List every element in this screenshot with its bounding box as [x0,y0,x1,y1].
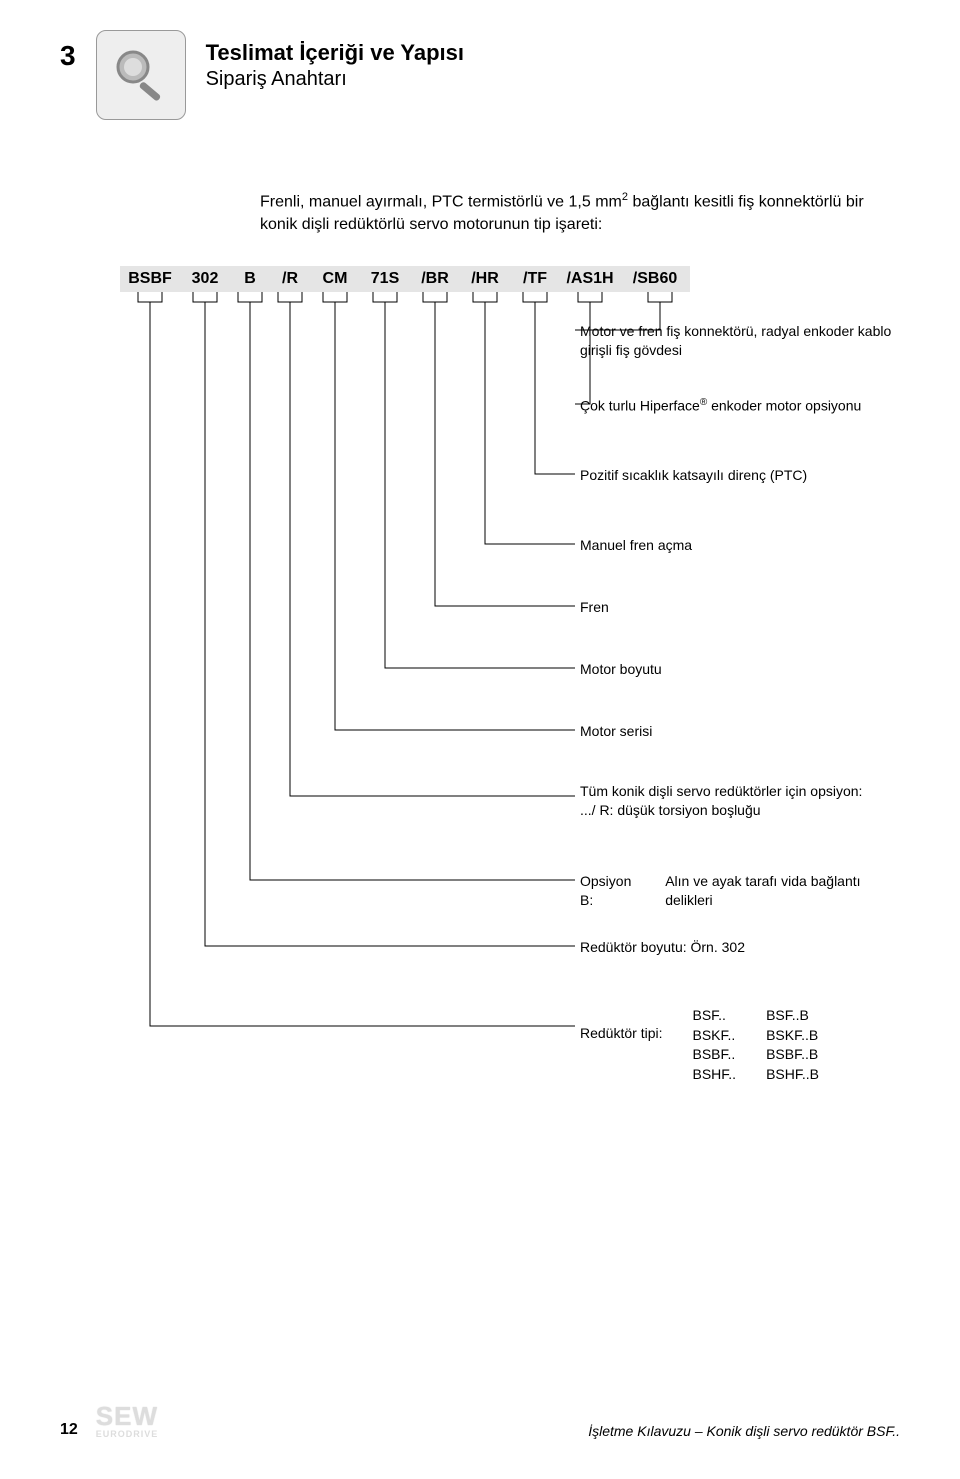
code-b: B [230,266,270,292]
label-r-line2: .../ R: düşük torsiyon boşluğu [580,802,761,818]
page-header: 3 Teslimat İçeriği ve Yapısı Sipariş Ana… [60,40,900,120]
label-b-desc: Alın ve ayak tarafı vida bağlantı delikl… [665,872,900,910]
label-tf: Pozitif sıcaklık katsayılı direnç (PTC) [580,466,807,485]
page-number: 12 [60,1421,78,1439]
label-as1h-after: enkoder motor opsiyonu [707,398,861,414]
magnifier-icon-box [96,30,186,120]
code-71s: 71S [360,266,410,292]
reduktor-type-table: BSF.. BSKF.. BSBF.. BSHF.. BSF..B BSKF..… [692,1006,818,1084]
label-sb60: Motor ve fren fiş konnektörü, radyal enk… [580,322,900,360]
title-block: Teslimat İçeriği ve Yapısı Sipariş Anaht… [206,40,464,91]
label-br: Fren [580,598,609,617]
code-as1h: /AS1H [560,266,620,292]
label-r: Tüm konik dişli servo redüktörler için o… [580,782,862,820]
intro-paragraph: Frenli, manuel ayırmalı, PTC termistörlü… [260,190,900,236]
code-tf: /TF [510,266,560,292]
code-r: /R [270,266,310,292]
label-r-line1: Tüm konik dişli servo redüktörler için o… [580,783,862,799]
page-footer: 12 SEW EURODRIVE İşletme Kılavuzu – Koni… [60,1403,900,1439]
label-bsbf: Redüktör tipi: BSF.. BSKF.. BSBF.. BSHF.… [580,1006,819,1084]
page-subtitle: Sipariş Anahtarı [206,68,464,91]
magnifier-icon [111,45,171,105]
code-hr: /HR [460,266,510,292]
page-title: Teslimat İçeriği ve Yapısı [206,40,464,66]
label-302: Redüktör boyutu: Örn. 302 [580,938,745,957]
type-col-2: BSF..B BSKF..B BSBF..B BSHF..B [766,1006,819,1084]
code-sb60: /SB60 [620,266,690,292]
sew-logo: SEW EURODRIVE [96,1403,159,1439]
intro-text-before: Frenli, manuel ayırmalı, PTC termistörlü… [260,193,622,210]
type-code-diagram: BSBF 302 B /R CM 71S /BR /HR /TF /AS1H /… [120,266,900,1176]
chapter-number: 3 [60,40,76,72]
label-as1h-before: Çok turlu Hiperface [580,398,700,414]
label-cm: Motor serisi [580,722,652,741]
type-col-1: BSF.. BSKF.. BSBF.. BSHF.. [692,1006,736,1084]
code-br: /BR [410,266,460,292]
footer-doc-title: İşletme Kılavuzu – Konik dişli servo red… [588,1423,900,1439]
type-code-row: BSBF 302 B /R CM 71S /BR /HR /TF /AS1H /… [120,266,690,292]
sew-logo-main: SEW [96,1403,159,1429]
label-b-prefix: Opsiyon B: [580,872,645,910]
code-cm: CM [310,266,360,292]
label-as1h: Çok turlu Hiperface® enkoder motor opsiy… [580,396,861,416]
label-bsbf-prefix: Redüktör tipi: [580,1006,662,1043]
label-b: Opsiyon B: Alın ve ayak tarafı vida bağl… [580,872,900,910]
label-71s: Motor boyutu [580,660,662,679]
code-bsbf: BSBF [120,266,180,292]
code-302: 302 [180,266,230,292]
sew-logo-sub: EURODRIVE [96,1429,159,1439]
label-hr: Manuel fren açma [580,536,692,555]
